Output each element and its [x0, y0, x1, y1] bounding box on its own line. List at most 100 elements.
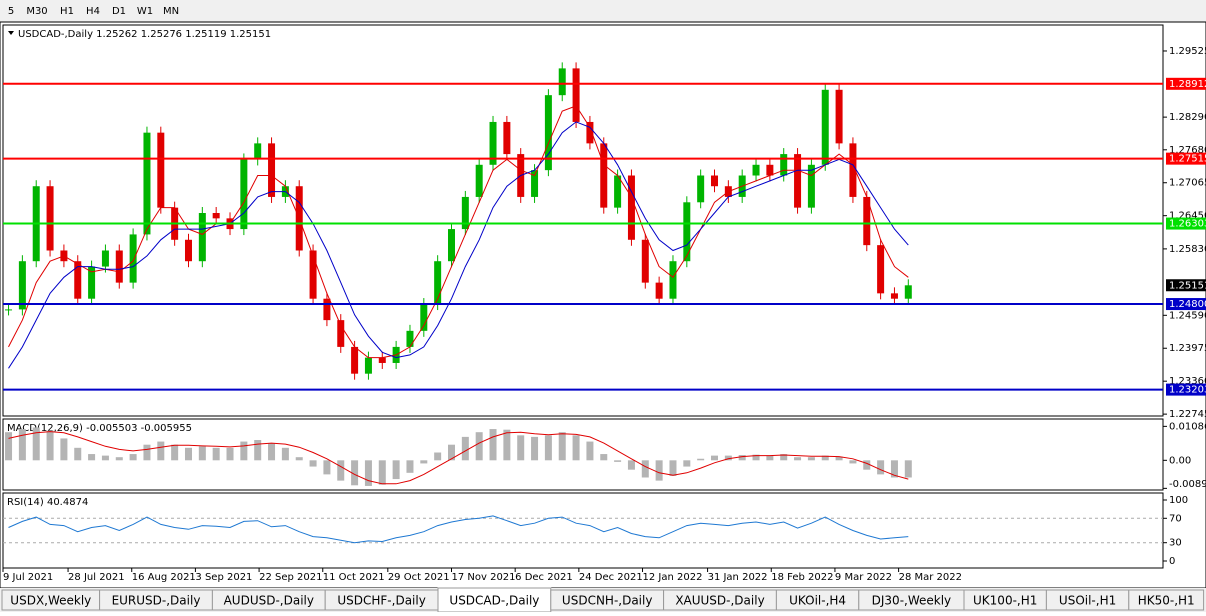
- tab-label[interactable]: USDCHF-,Daily: [337, 594, 425, 608]
- candle: [669, 261, 677, 299]
- macd-bar: [364, 460, 372, 486]
- macd-bar: [517, 435, 525, 461]
- macd-bar: [835, 456, 843, 461]
- candle: [461, 196, 469, 230]
- tab[interactable]: [437, 587, 552, 613]
- y-tick-label: 1.23975: [1169, 343, 1206, 354]
- y-tick-label: 0.00: [1169, 455, 1191, 466]
- candle: [378, 357, 386, 363]
- candle: [420, 304, 428, 331]
- candle: [323, 298, 331, 321]
- tab-label[interactable]: HK50-,H1: [1138, 594, 1195, 608]
- macd-bar: [780, 454, 788, 461]
- x-tick-label: 28 Jul 2021: [68, 572, 125, 583]
- tab-label[interactable]: USDCNH-,Daily: [562, 594, 653, 608]
- y-tick-label: 1.22745: [1169, 409, 1206, 420]
- timeframe-button[interactable]: M30: [26, 6, 47, 17]
- signal-line: [8, 431, 909, 485]
- timeframe-button[interactable]: H1: [60, 6, 74, 17]
- y-tick-label: -0.008974: [1169, 479, 1206, 490]
- macd-bar: [406, 460, 414, 473]
- x-tick-label: 11 Oct 2021: [323, 572, 385, 583]
- macd-bar: [60, 438, 68, 461]
- macd-bar: [489, 429, 497, 461]
- tab-label[interactable]: EURUSD-,Daily: [112, 594, 201, 608]
- macd-bar: [5, 432, 13, 461]
- tab-label[interactable]: XAUUSD-,Daily: [675, 594, 764, 608]
- macd-bar: [295, 457, 303, 461]
- tab-label[interactable]: USOil-,H1: [1059, 594, 1116, 608]
- main-panel: [2, 24, 1164, 417]
- candle: [489, 121, 497, 165]
- candle: [877, 245, 885, 294]
- macd-bar: [655, 460, 663, 481]
- level-label: 1.24800: [1169, 299, 1206, 310]
- level-label-bg: [1166, 152, 1206, 165]
- rsi-title: RSI(14) 40.4874: [7, 497, 88, 508]
- macd-bar: [240, 441, 248, 461]
- macd-bar: [309, 460, 317, 467]
- level-label: 1.26303: [1169, 219, 1206, 230]
- candle: [863, 196, 871, 246]
- timeframe-button[interactable]: W1: [137, 6, 153, 17]
- macd-bar: [475, 432, 483, 461]
- macd-bar: [461, 436, 469, 461]
- candle: [254, 143, 262, 160]
- level-label-bg: [1166, 383, 1206, 396]
- candle: [101, 250, 109, 267]
- y-tick-label: 1.27065: [1169, 178, 1206, 189]
- level-label-bg: [1166, 298, 1206, 311]
- macd-bar: [226, 447, 234, 461]
- macd-bar: [724, 455, 732, 461]
- macd-bar: [863, 460, 871, 470]
- candle: [240, 159, 248, 230]
- y-tick-label: 1.25830: [1169, 244, 1206, 255]
- macd-bar: [32, 427, 40, 461]
- macd-bar: [877, 460, 885, 475]
- candle: [212, 213, 220, 219]
- y-tick-label: 100: [1169, 495, 1188, 506]
- y-tick-label: 1.27680: [1169, 145, 1206, 156]
- macd-bar: [697, 458, 705, 461]
- candle: [531, 170, 539, 197]
- candle: [46, 186, 54, 251]
- macd-bar: [420, 460, 428, 464]
- candle: [5, 309, 13, 311]
- tab[interactable]: [1128, 589, 1205, 611]
- macd-panel: [2, 418, 1164, 491]
- tab-label[interactable]: USDX,Weekly: [10, 594, 91, 608]
- x-tick-label: 9 Mar 2022: [835, 572, 892, 583]
- tab-label[interactable]: AUDUSD-,Daily: [224, 594, 314, 608]
- candle: [807, 164, 815, 208]
- timeframe-button[interactable]: MN: [163, 6, 179, 17]
- chart-title: USDCAD-,Daily 1.25262 1.25276 1.25119 1.…: [18, 29, 271, 40]
- tab-label[interactable]: DJ30-,Weekly: [872, 594, 952, 608]
- timeframe-button[interactable]: D1: [112, 6, 126, 17]
- macd-bar: [849, 460, 857, 464]
- x-tick-label: 22 Sep 2021: [259, 572, 322, 583]
- y-tick-label: 0.010865: [1169, 421, 1206, 432]
- candle: [849, 143, 857, 197]
- y-tick-label: 1.23360: [1169, 376, 1206, 387]
- candle: [835, 89, 843, 144]
- macd-bar: [74, 447, 82, 461]
- x-tick-label: 17 Nov 2021: [451, 572, 515, 583]
- tab-label[interactable]: UK100-,H1: [973, 594, 1037, 608]
- price-label-bg: [1166, 279, 1206, 292]
- timeframe-button[interactable]: H4: [86, 6, 100, 17]
- y-tick-label: 1.28290: [1169, 112, 1206, 123]
- macd-title: MACD(12,26,9) -0.005503 -0.005955: [7, 423, 192, 434]
- candle: [503, 121, 511, 155]
- macd-bar: [683, 460, 691, 467]
- macd-bar: [378, 460, 386, 485]
- tab-label[interactable]: UKOil-,H4: [789, 594, 846, 608]
- tab-label[interactable]: USDCAD-,Daily: [449, 594, 539, 608]
- timeframe-button[interactable]: 5: [8, 6, 14, 17]
- level-label-bg: [1166, 77, 1206, 90]
- candle: [143, 132, 151, 235]
- y-tick-label: 70: [1169, 513, 1182, 524]
- candle: [198, 213, 206, 262]
- candle: [157, 132, 165, 208]
- macd-bar: [323, 460, 331, 475]
- level-label: 1.23203: [1169, 385, 1206, 396]
